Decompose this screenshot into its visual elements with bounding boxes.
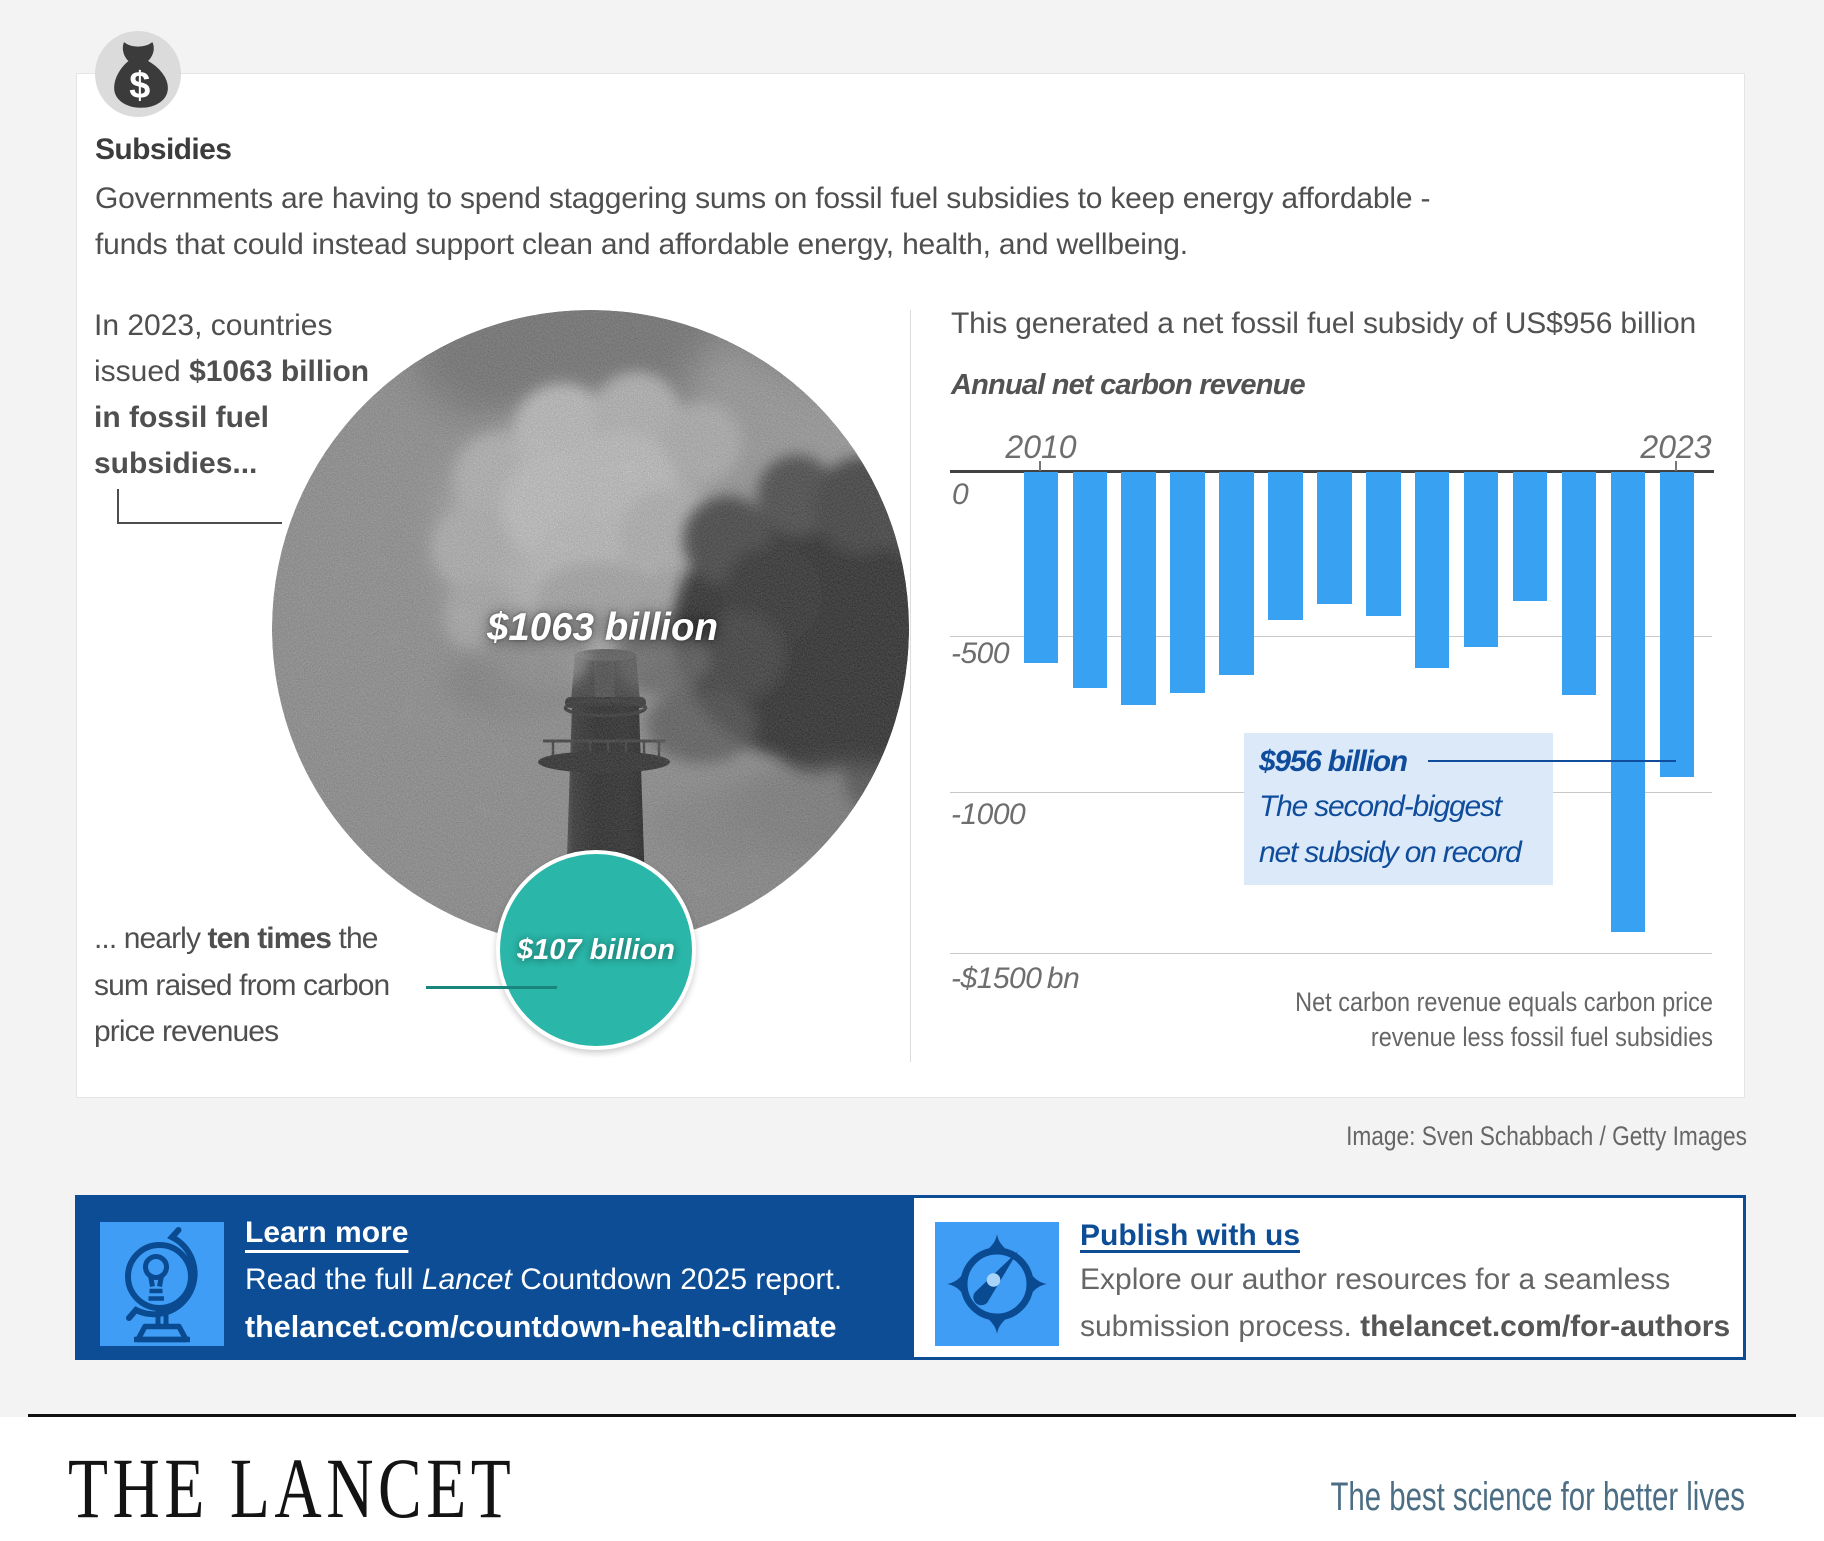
svg-text:$: $ xyxy=(129,65,150,107)
